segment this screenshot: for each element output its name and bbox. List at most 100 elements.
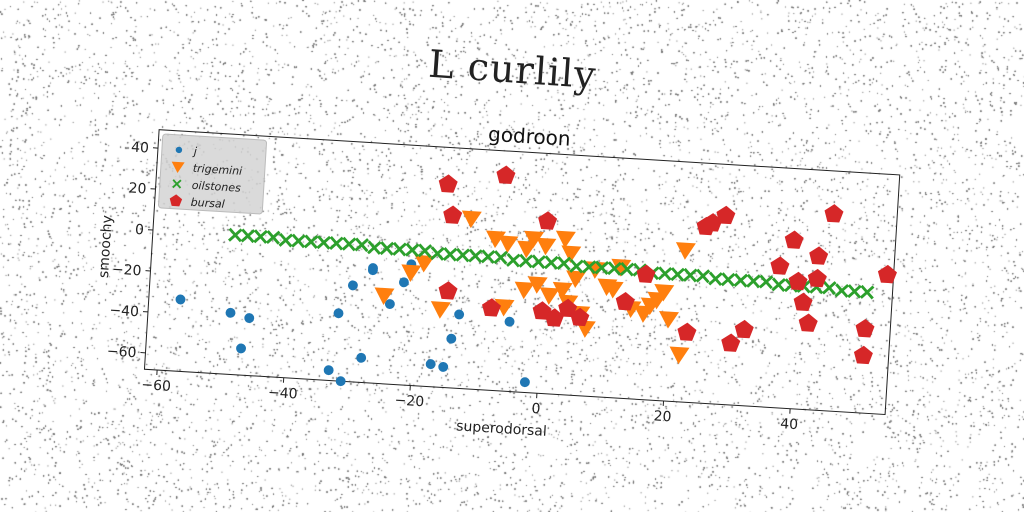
y-tick-label: 40 — [131, 139, 150, 156]
data-point-oilstones — [468, 248, 483, 264]
data-point-trigemini — [675, 242, 696, 260]
data-point-oilstones — [746, 273, 761, 289]
data-point-bursal — [853, 345, 873, 365]
data-point-bursal — [482, 298, 502, 317]
x-tick-label: −20 — [394, 393, 424, 411]
data-point-j — [236, 343, 246, 354]
data-point-trigemini — [498, 235, 519, 253]
data-point-bursal — [721, 333, 741, 352]
data-point-j — [384, 299, 395, 310]
data-point-oilstones — [581, 259, 597, 275]
data-point-j — [323, 365, 334, 376]
data-point-oilstones — [771, 277, 786, 292]
data-point-j — [244, 313, 255, 324]
series-j — [175, 259, 530, 388]
data-point-trigemini — [603, 280, 624, 299]
data-point-bursal — [770, 256, 790, 275]
data-point-trigemini — [539, 287, 560, 305]
data-point-oilstones — [543, 255, 559, 270]
data-point-j — [175, 294, 186, 305]
data-point-bursal — [544, 308, 564, 327]
data-point-trigemini — [527, 276, 548, 294]
data-point-bursal — [538, 211, 558, 230]
data-point-j — [225, 307, 236, 318]
data-point-trigemini — [524, 230, 545, 249]
data-point-oilstones — [847, 284, 862, 299]
data-point-j — [368, 263, 378, 274]
x-tick-label: 0 — [531, 401, 541, 418]
data-point-oilstones — [708, 271, 723, 287]
data-point-j — [425, 359, 436, 370]
legend-label-trigemini: trigemini — [192, 162, 242, 178]
data-point-trigemini — [486, 230, 506, 249]
data-point-oilstones — [670, 267, 685, 282]
data-point-oilstones — [253, 229, 268, 244]
data-point-oilstones — [341, 236, 357, 252]
data-point-bursal — [558, 298, 578, 318]
y-tick-label: −20 — [111, 262, 141, 280]
legend-marker-j — [175, 146, 183, 154]
data-point-trigemini — [561, 245, 582, 263]
data-point-oilstones — [354, 237, 370, 253]
data-point-trigemini — [461, 210, 482, 229]
legend-box — [158, 133, 267, 215]
data-point-oilstones — [758, 274, 774, 290]
series-bursal — [438, 165, 897, 365]
y-tick-label: −60 — [106, 344, 136, 362]
data-point-j — [398, 277, 409, 288]
legend-label-j: j — [191, 145, 198, 158]
data-point-oilstones — [329, 235, 344, 251]
y-tick-label: −40 — [109, 303, 139, 321]
data-point-j — [356, 352, 367, 363]
data-point-oilstones — [657, 266, 673, 281]
x-tick-label: 20 — [653, 408, 672, 425]
data-point-trigemini — [669, 346, 690, 365]
data-point-oilstones — [379, 241, 395, 256]
data-point-oilstones — [569, 258, 584, 274]
data-point-bursal — [570, 307, 590, 327]
data-point-bursal — [438, 281, 458, 300]
data-point-bursal — [877, 264, 897, 284]
data-point-oilstones — [392, 241, 407, 257]
data-point-trigemini — [374, 287, 395, 305]
data-point-bursal — [807, 268, 827, 288]
data-point-oilstones — [240, 228, 256, 244]
data-point-oilstones — [834, 283, 850, 298]
data-point-trigemini — [659, 310, 679, 329]
data-point-bursal — [809, 246, 829, 265]
data-point-bursal — [734, 319, 754, 339]
data-point-bursal — [443, 205, 463, 224]
data-point-trigemini — [514, 281, 535, 300]
legend-marker-oilstones — [172, 179, 182, 189]
data-point-bursal — [636, 264, 656, 283]
data-point-trigemini — [555, 230, 576, 249]
x-tick-label: −40 — [268, 385, 298, 403]
data-point-oilstones — [822, 280, 837, 296]
plot-area-frame — [143, 129, 901, 416]
data-point-oilstones — [291, 233, 306, 249]
data-point-oilstones — [607, 261, 622, 276]
data-point-j — [438, 361, 449, 372]
data-point-oilstones — [455, 247, 471, 263]
y-axis-ticks: −60 −40 −20 0 20 40 — [106, 139, 159, 362]
x-tick-label: −60 — [141, 377, 171, 395]
x-axis-ticks: −60 −40 −20 0 20 40 — [141, 369, 799, 433]
data-point-oilstones — [733, 273, 749, 288]
data-point-oilstones — [859, 284, 875, 300]
data-point-j — [454, 309, 465, 320]
data-point-trigemini — [611, 258, 632, 277]
data-point-oilstones — [493, 250, 509, 265]
legend-marker-bursal — [169, 194, 183, 207]
data-point-oilstones — [404, 242, 420, 258]
data-point-oilstones — [367, 240, 382, 255]
series-trigemini — [374, 210, 696, 365]
data-point-oilstones — [683, 267, 698, 283]
data-point-bursal — [855, 319, 875, 338]
x-tick-label: 40 — [780, 416, 799, 433]
data-point-trigemini — [414, 254, 435, 273]
data-point-oilstones — [227, 227, 243, 243]
data-point-trigemini — [494, 298, 515, 317]
data-point-trigemini — [401, 264, 422, 282]
